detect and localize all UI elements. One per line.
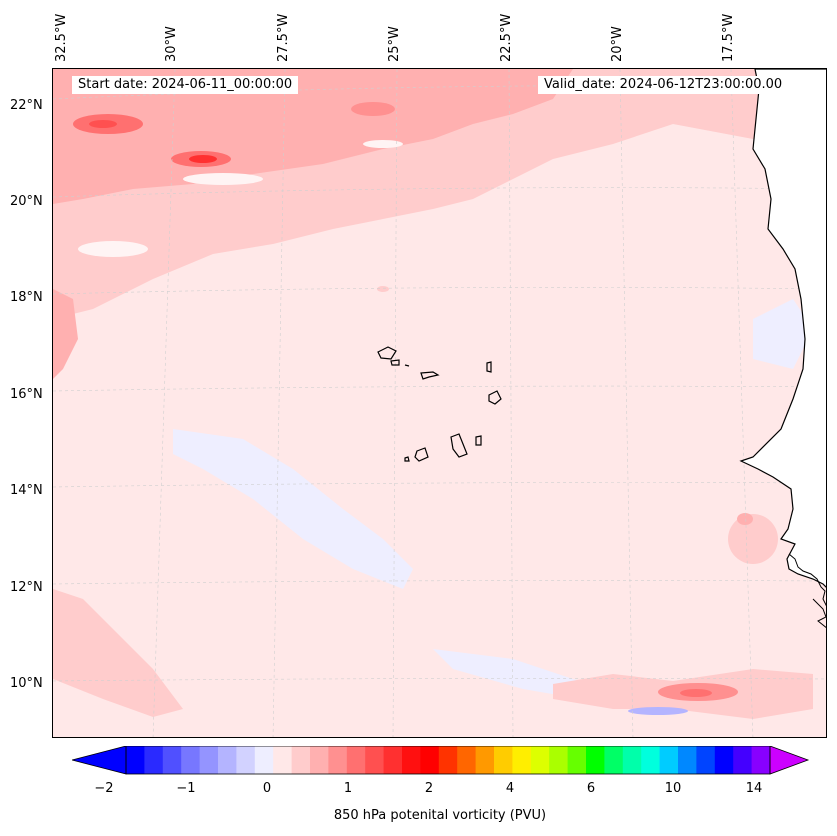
colorbar-segment: [162, 746, 182, 774]
pv-negative-band-east: [753, 299, 813, 369]
colorbar-segment: [512, 746, 532, 774]
cape-verde-islands: [377, 346, 502, 462]
lat-label-22n: 22°N: [10, 98, 43, 113]
colorbar-segment: [714, 746, 734, 774]
lon-label-32-5w: 32.5°W: [54, 13, 69, 62]
colorbar-segment: [696, 746, 716, 774]
colorbar-segment: [622, 746, 642, 774]
pv-max-coast: [728, 514, 778, 564]
lat-label-18n: 18°N: [10, 290, 43, 305]
pv-negative-band-central: [173, 429, 413, 589]
pv-white-patch-4: [78, 241, 148, 257]
colorbar-segment: [494, 746, 513, 774]
pv-negative-spot-southeast: [628, 707, 688, 715]
start-date-label: Start date: 2024-06-11_00:00:00: [72, 76, 299, 94]
colorbar-segment: [310, 746, 329, 774]
colorbar-segment: [604, 746, 624, 774]
map-panel: [52, 68, 827, 738]
pv-max-north-1-core: [89, 120, 117, 128]
colorbar-segment: [733, 746, 753, 774]
island-sao-nicolau: [420, 371, 440, 380]
colorbar-extend-min: [72, 746, 127, 775]
lon-label-25w: 25°W: [387, 26, 402, 62]
colorbar-segment: [236, 746, 256, 774]
island-boa-vista: [488, 390, 502, 405]
colorbar-extend-max: [769, 746, 810, 775]
cb-tick-minus2: −2: [94, 781, 114, 796]
cb-tick-10: 10: [664, 781, 682, 796]
valid-date-label: Valid_date: 2024-06-12T23:00:00.00: [538, 76, 789, 94]
africa-coast-west-guinea: [788, 553, 826, 607]
colorbar-segment: [144, 746, 164, 774]
island-fogo: [414, 447, 429, 462]
cb-tick-2: 2: [424, 781, 434, 796]
pv-region-southwest: [53, 589, 183, 717]
lat-label-14n: 14°N: [10, 483, 43, 498]
colorbar-segment: [475, 746, 495, 774]
colorbar-segment: [346, 746, 366, 774]
africa-coast-bissau: [812, 598, 826, 629]
island-sao-vicente: [390, 359, 400, 366]
colorbar-segment: [291, 746, 311, 774]
cb-tick-1: 1: [343, 781, 353, 796]
lat-label-12n: 12°N: [10, 580, 43, 595]
colorbar-segment: [254, 746, 274, 774]
colorbar-segment: [328, 746, 348, 774]
pv-white-patch-2: [363, 140, 403, 148]
island-brava: [404, 456, 410, 462]
island-santiago: [450, 433, 468, 458]
island-santo-antao: [377, 346, 397, 360]
pv-max-north-2-core: [189, 155, 217, 163]
lon-label-30w: 30°W: [164, 26, 179, 62]
pv-spot-north-3: [351, 102, 395, 116]
pv-field-map: [53, 69, 826, 737]
africa-land: [739, 69, 826, 588]
lat-label-10n: 10°N: [10, 676, 43, 691]
colorbar-segment: [751, 746, 771, 774]
colorbar-segment: [567, 746, 587, 774]
colorbar-segments: [126, 746, 771, 774]
lat-label-20n: 20°N: [10, 194, 43, 209]
pv-max-southeast-core: [680, 689, 712, 697]
lat-label-16n: 16°N: [10, 387, 43, 402]
colorbar-segment: [365, 746, 385, 774]
colorbar-segment: [530, 746, 550, 774]
colorbar-segment: [549, 746, 569, 774]
island-santa-luzia: [404, 364, 410, 367]
colorbar-segment: [438, 746, 458, 774]
cb-tick-14: 14: [745, 781, 763, 796]
pv-region-west-mid: [53, 289, 78, 379]
colorbar-segment: [402, 746, 421, 774]
island-sal: [486, 361, 492, 373]
colorbar-segment: [586, 746, 605, 774]
colorbar-segment: [420, 746, 440, 774]
pv-max-coast-core: [737, 513, 753, 525]
pv-region-north-mid: [53, 69, 573, 204]
cb-tick-4: 4: [505, 781, 515, 796]
lon-label-17-5w: 17.5°W: [721, 13, 736, 62]
colorbar-segment: [383, 746, 403, 774]
island-maio: [475, 435, 482, 446]
colorbar-segment: [678, 746, 697, 774]
colorbar-segment: [181, 746, 201, 774]
colorbar-outline: [125, 746, 771, 775]
lon-label-22-5w: 22.5°W: [499, 13, 514, 62]
graticule: [53, 69, 826, 737]
colorbar-segment: [641, 746, 661, 774]
colorbar: [72, 746, 810, 775]
lon-label-27-5w: 27.5°W: [276, 13, 291, 62]
colorbar-segment: [126, 746, 145, 774]
cb-tick-minus1: −1: [176, 781, 196, 796]
colorbar-label: 850 hPa potenital vorticity (PVU): [333, 808, 547, 823]
colorbar-segment: [218, 746, 237, 774]
lon-label-20w: 20°W: [610, 26, 625, 62]
pv-white-patch-3: [377, 286, 389, 292]
cb-tick-6: 6: [586, 781, 596, 796]
cb-tick-0: 0: [262, 781, 272, 796]
colorbar-segment: [199, 746, 219, 774]
colorbar-segment: [659, 746, 679, 774]
colorbar-segment: [273, 746, 293, 774]
colorbar-segment: [457, 746, 477, 774]
pv-white-patch-1: [183, 173, 263, 185]
